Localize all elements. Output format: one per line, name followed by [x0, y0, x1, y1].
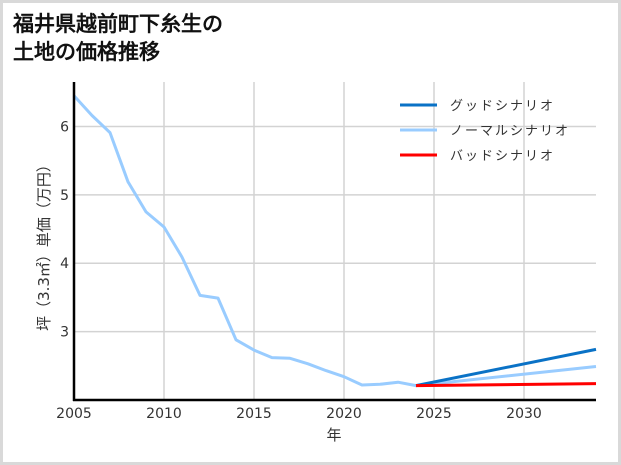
- y-tick-labels: 3 4 5 6: [60, 119, 69, 340]
- x-tick-labels: 2005 2010 2015 2020 2025 2030: [56, 406, 542, 422]
- series-line: [415, 382, 597, 388]
- x-axis-title: 年: [326, 426, 341, 444]
- x-tick-label: 2020: [326, 406, 362, 422]
- legend-label: ノーマルシナリオ: [450, 124, 570, 139]
- y-tick-label: 6: [60, 119, 69, 135]
- x-tick-label: 2025: [416, 406, 452, 422]
- y-tick-label: 4: [60, 256, 69, 272]
- x-tick-label: 2015: [236, 406, 272, 422]
- legend-label: バッドシナリオ: [450, 149, 555, 164]
- x-tick-label: 2030: [506, 406, 542, 422]
- chart-title: 福井県越前町下糸生の 土地の価格推移: [13, 10, 223, 66]
- y-tick-label: 3: [60, 325, 69, 341]
- series-line: [415, 347, 597, 388]
- y-tick-label: 5: [60, 188, 69, 204]
- data-series: [72, 94, 597, 388]
- x-tick-label: 2005: [56, 406, 92, 422]
- chart-title-line-1: 福井県越前町下糸生の: [13, 12, 223, 36]
- series-line: [72, 94, 597, 388]
- gridlines: [74, 82, 596, 400]
- legend-label: グッドシナリオ: [450, 99, 555, 114]
- chart-title-line-2: 土地の価格推移: [13, 40, 160, 64]
- y-axis-title: 坪（3.3㎡）単価（万円）: [35, 157, 53, 331]
- x-tick-label: 2010: [146, 406, 182, 422]
